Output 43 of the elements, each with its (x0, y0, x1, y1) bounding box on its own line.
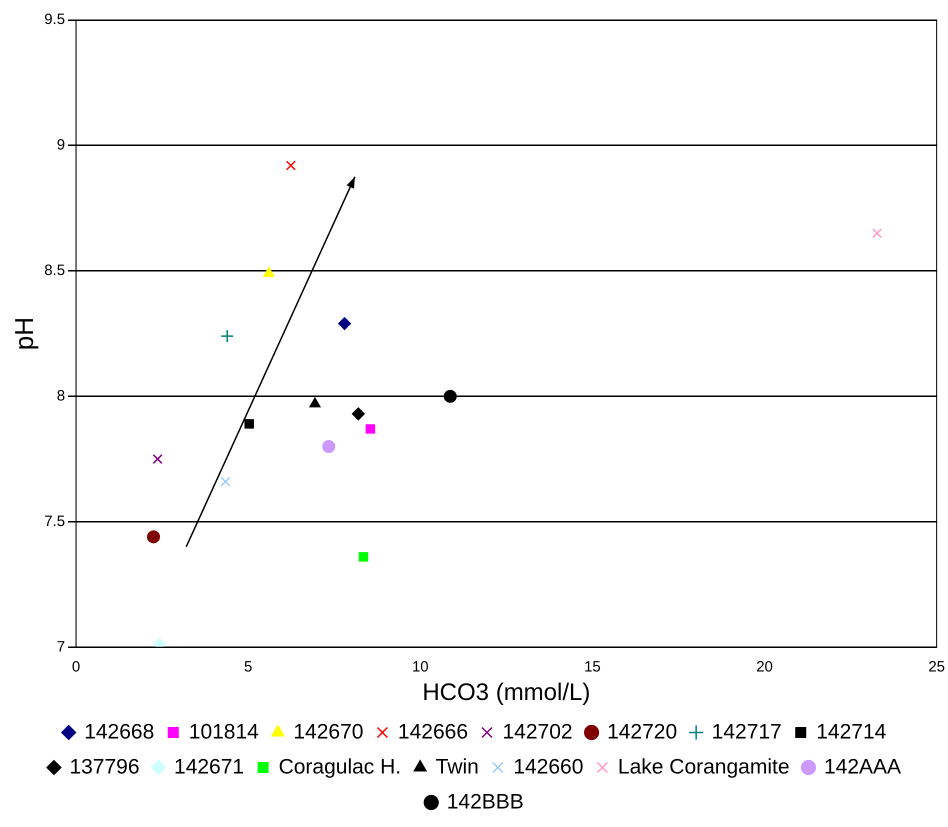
x-tick-label: 5 (244, 658, 252, 676)
legend-label: 142660 (513, 755, 584, 778)
legend-label: 142BBB (446, 790, 524, 814)
legend-label: 142702 (502, 720, 573, 744)
point (244, 419, 254, 429)
y-tick-label: 9 (56, 136, 66, 154)
x-tick-label: 20 (756, 658, 773, 676)
legend-label: Lake Corangamite (618, 755, 790, 778)
x-tick-label: 10 (412, 658, 429, 676)
point (338, 317, 352, 330)
x-tick-label: 25 (928, 658, 945, 676)
point (220, 329, 234, 343)
x-tick-label: 0 (72, 658, 80, 676)
point (444, 390, 457, 403)
point (872, 228, 882, 238)
point (352, 407, 365, 420)
legend-label: 142717 (712, 720, 782, 744)
point (366, 424, 376, 434)
legend-label: 142720 (607, 720, 678, 744)
point (147, 530, 160, 544)
y-axis-title: pH (8, 316, 39, 350)
x-tick-label: 15 (584, 658, 601, 676)
point (220, 476, 230, 487)
legend-label: 142668 (84, 720, 154, 744)
y-tick-label: 8 (56, 387, 66, 404)
legend-label: 142671 (174, 755, 244, 778)
y-tick-label: 7.5 (44, 512, 66, 530)
point (358, 552, 368, 562)
y-tick-label: 7 (56, 638, 66, 656)
x-axis-title: HCO3 (mmol/L) (422, 679, 590, 706)
legend-label: 142AAA (824, 755, 902, 778)
legend-label: 137796 (69, 755, 140, 778)
y-tick-label: 8.5 (44, 262, 66, 280)
legend-label: 101814 (188, 720, 260, 744)
legend-label: Twin (436, 755, 479, 778)
legend-label: 142670 (293, 720, 364, 744)
point (286, 160, 296, 171)
y-tick-label: 9.5 (44, 11, 66, 28)
point (152, 454, 163, 464)
legend-label: 142714 (816, 720, 887, 744)
point (322, 440, 336, 453)
legend-label: Coragulac H. (278, 755, 402, 778)
legend-label: 142666 (398, 720, 468, 744)
